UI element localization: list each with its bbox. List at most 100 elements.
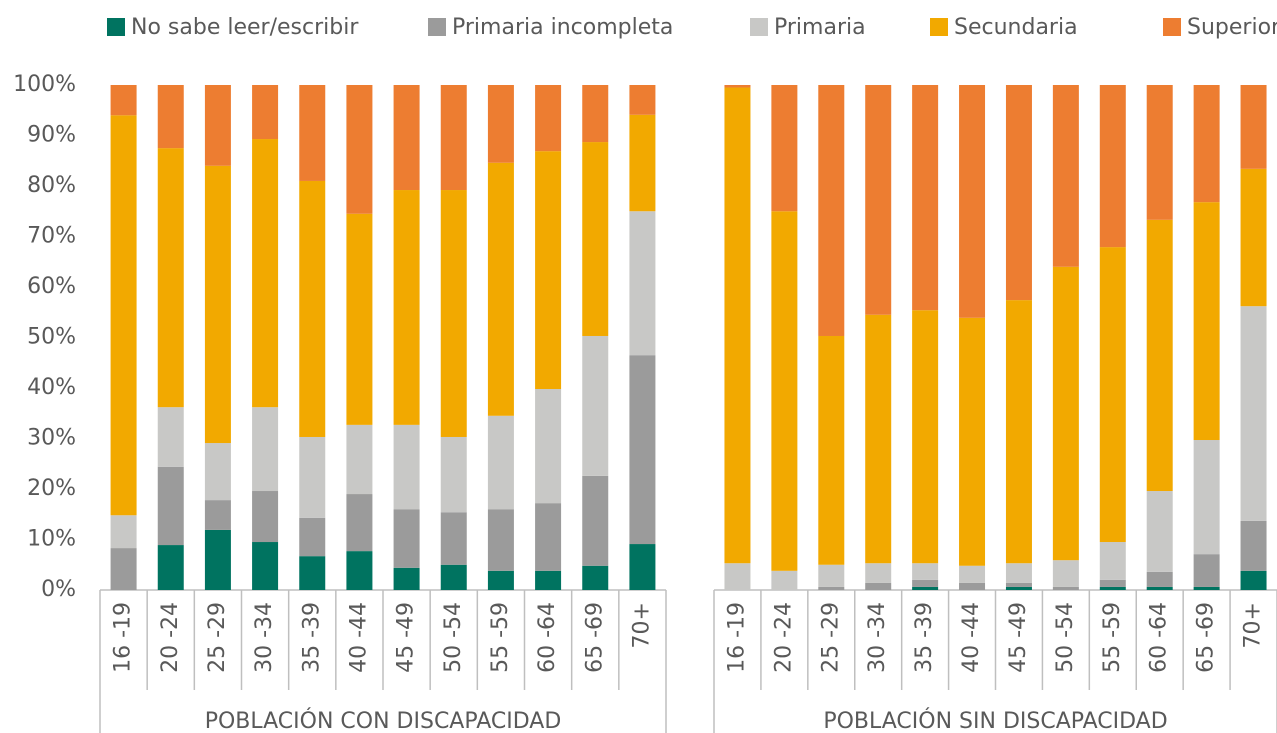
bar-segment xyxy=(1099,579,1126,587)
y-tick-label: 30% xyxy=(27,426,76,451)
bar-segment xyxy=(110,515,137,549)
bar-segment xyxy=(582,475,609,566)
x-tick-label: 30 -34 xyxy=(865,602,890,673)
bar-segment xyxy=(299,517,326,557)
bar-segment xyxy=(299,85,326,181)
bar-segment xyxy=(1052,586,1079,590)
legend-label: Secundaria xyxy=(954,15,1078,40)
bar-segment xyxy=(818,586,845,590)
bar-segment xyxy=(299,180,326,437)
y-tick-label: 90% xyxy=(27,123,76,148)
bar-segment xyxy=(535,503,562,571)
x-tick-label: 20 -24 xyxy=(158,602,183,673)
bar-segment xyxy=(157,545,184,590)
bar-segment xyxy=(865,314,892,564)
legend-swatch xyxy=(750,18,768,36)
bar-segment xyxy=(110,115,137,516)
bar-segment xyxy=(959,565,986,583)
bar-segment xyxy=(346,213,373,425)
bar-segment xyxy=(535,570,562,590)
legend-label: Superior xyxy=(1187,15,1277,40)
x-tick-label: 30 -34 xyxy=(252,602,277,673)
bar-segment xyxy=(1099,85,1126,248)
bar-segment xyxy=(771,85,798,212)
bar-segment xyxy=(1193,586,1220,590)
bar-segment xyxy=(1240,570,1267,590)
bar-segment xyxy=(724,563,751,590)
x-tick-label: 60 -64 xyxy=(1147,602,1172,673)
bar-segment xyxy=(535,389,562,504)
x-tick-label: 45 -49 xyxy=(1006,602,1031,673)
bar-segment xyxy=(535,151,562,390)
bar-segment xyxy=(865,85,892,315)
x-tick-label: 70+ xyxy=(1241,602,1266,648)
bar-segment xyxy=(393,85,420,191)
bar-segment xyxy=(346,494,373,552)
legend-swatch xyxy=(107,18,125,36)
bar-segment xyxy=(959,85,986,318)
bar-segment xyxy=(629,85,656,115)
x-tick-label: 16 -19 xyxy=(111,602,136,673)
bar-segment xyxy=(724,87,751,564)
bar-segment xyxy=(1052,266,1079,561)
x-tick-label: 55 -59 xyxy=(1100,602,1125,673)
bar-segment xyxy=(724,85,751,88)
legend-label: No sabe leer/escribir xyxy=(131,15,359,40)
y-tick-label: 40% xyxy=(27,375,76,400)
x-tick-label: 65 -69 xyxy=(582,602,607,673)
bar-segment xyxy=(629,355,656,545)
bar-segment xyxy=(299,436,326,518)
bar-segment xyxy=(110,85,137,116)
bar-segment xyxy=(299,556,326,590)
legend-swatch xyxy=(1163,18,1181,36)
bar-segment xyxy=(440,190,467,437)
bar-segment xyxy=(912,563,939,580)
bar-segment xyxy=(1005,582,1032,587)
y-tick-label: 80% xyxy=(27,173,76,198)
bar-segment xyxy=(1193,202,1220,441)
x-tick-label: 50 -54 xyxy=(1053,602,1078,673)
bar-segment xyxy=(157,85,184,149)
bar-segment xyxy=(912,85,939,311)
bar-segment xyxy=(440,512,467,565)
bar-segment xyxy=(1146,85,1173,220)
bar-segment xyxy=(1193,554,1220,587)
bar-segment xyxy=(1146,586,1173,590)
bar-segment xyxy=(1146,491,1173,572)
bar-segment xyxy=(1005,85,1032,301)
bar-segment xyxy=(346,85,373,214)
bar-segment xyxy=(252,85,279,140)
bar-segment xyxy=(629,114,656,212)
bar-segment xyxy=(204,529,231,590)
bar-segment xyxy=(1240,168,1267,307)
bar-segment xyxy=(252,407,279,492)
bar-segment xyxy=(252,139,279,408)
bar-segment xyxy=(346,551,373,590)
bar-segment xyxy=(1146,219,1173,492)
bar-segment xyxy=(440,564,467,590)
bar-segment xyxy=(629,211,656,356)
bar-segment xyxy=(157,148,184,408)
bar-segment xyxy=(204,443,231,501)
bar-segment xyxy=(440,85,467,191)
bar-segment xyxy=(1240,306,1267,521)
bar-segment xyxy=(252,491,279,543)
bar-segment xyxy=(535,85,562,152)
x-tick-label: 35 -39 xyxy=(912,602,937,673)
legend-label: Primaria xyxy=(774,15,866,40)
bar-segment xyxy=(1099,542,1126,580)
group-label: POBLACIÓN CON DISCAPACIDAD xyxy=(205,708,562,733)
bar-segment xyxy=(865,582,892,590)
x-tick-label: 45 -49 xyxy=(394,602,419,673)
bar-segment xyxy=(393,424,420,510)
bar-segment xyxy=(204,165,231,444)
bar-segment xyxy=(865,563,892,583)
bar-segment xyxy=(1005,300,1032,564)
bar-segment xyxy=(582,142,609,336)
bar-segment xyxy=(487,85,514,163)
bar-segment xyxy=(912,579,939,587)
x-tick-label: 65 -69 xyxy=(1194,602,1219,673)
y-tick-label: 100% xyxy=(13,72,76,97)
x-tick-label: 35 -39 xyxy=(299,602,324,673)
